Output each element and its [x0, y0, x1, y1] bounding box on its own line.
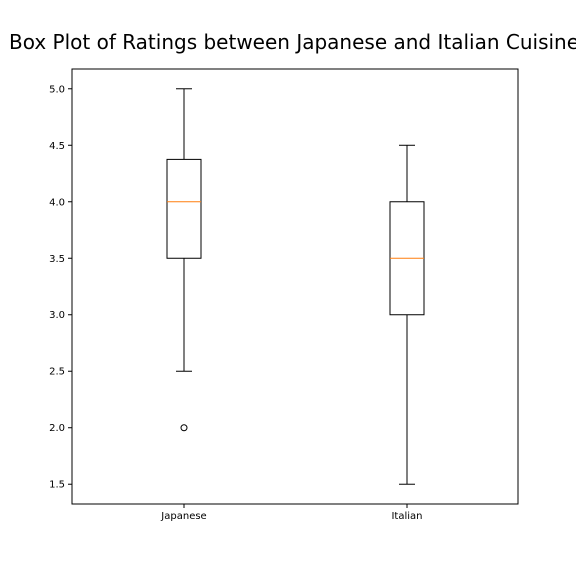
box-iqr: [166, 158, 202, 259]
y-tick-label: 2.5: [49, 367, 65, 378]
y-tick-label: 4.0: [49, 197, 65, 208]
y-tick-label: 2.0: [49, 423, 65, 434]
chart-title: Box Plot of Ratings between Japanese and…: [9, 30, 576, 54]
y-tick-label: 3.5: [49, 254, 65, 265]
y-tick-label: 5.0: [49, 84, 65, 95]
y-tick-label: 1.5: [49, 480, 65, 491]
outlier-point: [180, 424, 188, 432]
y-tick-label: 4.5: [49, 141, 65, 152]
x-tick-label: Italian: [391, 511, 422, 522]
plot-frame: [71, 68, 519, 505]
y-tick-label: 3.0: [49, 310, 65, 321]
plot-area: 1.5 2.0 2.5 3.0 3.5 4.0 4.5 5.0 Japanese Italian: [49, 68, 519, 522]
x-tick-label: Japanese: [160, 511, 206, 522]
